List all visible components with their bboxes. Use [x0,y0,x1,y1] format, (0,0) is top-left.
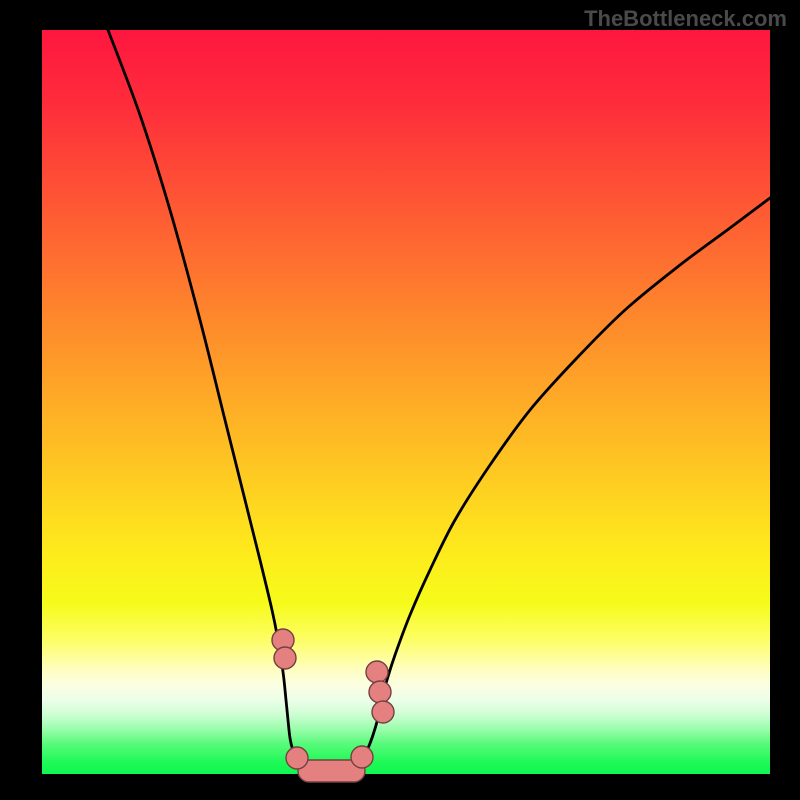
right-marker-1 [369,681,391,703]
right-marker-2 [372,701,394,723]
watermark-text: TheBottleneck.com [584,6,787,32]
left-marker-1 [274,647,296,669]
chart-svg [0,0,800,800]
footer-end-marker-1 [351,746,373,768]
footer-end-marker-0 [286,747,308,769]
right-curve [362,198,770,757]
left-curve [108,30,298,758]
right-marker-0 [366,661,388,683]
